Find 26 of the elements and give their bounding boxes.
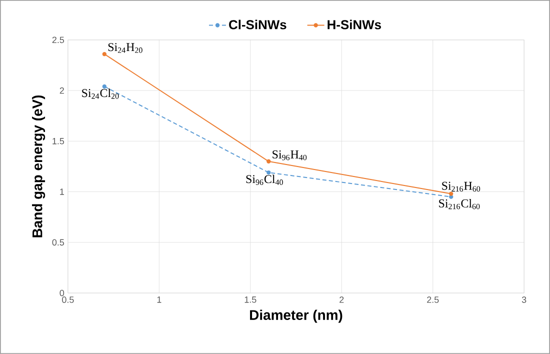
x-tick-label: 1.5 bbox=[244, 296, 256, 303]
annotation: Si$_{24}$Cl$_{20}$ bbox=[82, 88, 119, 99]
x-tick-label: 2 bbox=[340, 296, 344, 303]
y-tick-label: 0.5 bbox=[52, 239, 64, 246]
x-axis-title: Diameter (nm) bbox=[250, 310, 342, 323]
y-tick-label: 1.5 bbox=[52, 138, 64, 144]
point bbox=[266, 159, 271, 164]
point bbox=[449, 192, 454, 196]
annotation: Si$_{216}$H$_{60}$ bbox=[442, 182, 480, 192]
y-tick-label: 0 bbox=[60, 290, 64, 296]
annotation: Si$_{96}$Cl$_{40}$ bbox=[246, 174, 283, 185]
annotation: Si$_{24}$H$_{20}$ bbox=[108, 43, 142, 53]
x-tick-label: 1 bbox=[157, 296, 162, 303]
y-tick-label: 1 bbox=[60, 188, 64, 195]
point bbox=[102, 52, 107, 56]
y-axis-title: Band gap energy (eV) bbox=[32, 95, 46, 238]
y-tick-label: 2.5 bbox=[52, 36, 64, 44]
y-tick-label: 2 bbox=[60, 87, 64, 94]
legend-label: H-SiNWs bbox=[328, 20, 381, 30]
x-tick-label: 2.5 bbox=[427, 296, 439, 303]
annotation: Si$_{216}$Cl$_{60}$ bbox=[439, 199, 480, 210]
point bbox=[102, 84, 107, 89]
point bbox=[266, 170, 271, 175]
annotation: Si$_{96}$H$_{40}$ bbox=[272, 150, 307, 160]
legend-label: Cl-SiNWs bbox=[229, 20, 286, 30]
x-tick-label: 3 bbox=[522, 296, 526, 303]
